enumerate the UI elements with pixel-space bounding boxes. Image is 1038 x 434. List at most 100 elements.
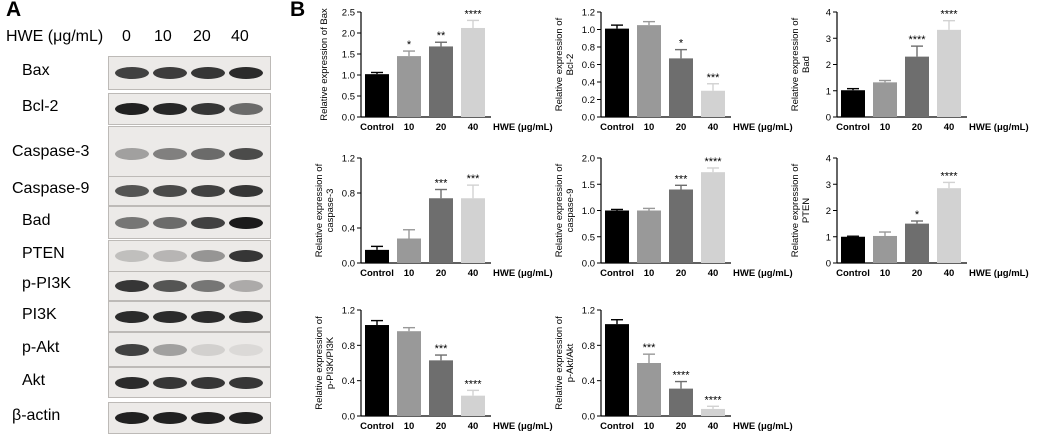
category-label: Control xyxy=(836,122,870,133)
blot-band xyxy=(191,280,225,292)
category-label: 40 xyxy=(708,268,719,279)
panel-b-label: B xyxy=(290,0,306,21)
y-axis-label: Relative expression of xyxy=(314,163,325,257)
blot-band xyxy=(191,343,225,356)
blot-strip xyxy=(108,56,271,90)
bar xyxy=(429,46,453,117)
blot-band xyxy=(229,412,263,424)
significance-marker: **** xyxy=(940,9,958,21)
category-label: 20 xyxy=(436,421,447,432)
blot-band xyxy=(115,185,149,197)
blot-row-label: p-Akt xyxy=(22,338,60,356)
bar xyxy=(701,90,725,117)
blot-row-label: Caspase-3 xyxy=(12,142,90,160)
bar xyxy=(605,324,629,416)
y-axis-label: p-Akt/Akt xyxy=(565,343,576,382)
category-label: 40 xyxy=(944,122,955,133)
category-label: Control xyxy=(360,268,394,279)
significance-marker: *** xyxy=(675,173,689,185)
blot-row-label: Bax xyxy=(22,62,50,79)
blot-strip xyxy=(108,93,271,125)
y-axis-label: Relative expression of Bax xyxy=(319,8,330,121)
blot-band xyxy=(191,216,225,229)
hwe-header-label: HWE (μg/mL) xyxy=(6,28,104,45)
blot-band xyxy=(229,280,263,292)
bar xyxy=(669,58,693,117)
blot-band xyxy=(115,67,149,79)
category-label: 10 xyxy=(404,421,415,432)
blot-band xyxy=(115,412,149,424)
blot-row-label: β-actin xyxy=(12,407,61,424)
blot-strip xyxy=(108,332,271,367)
category-label: Control xyxy=(600,268,634,279)
blot-strip xyxy=(108,367,271,398)
y-axis-label: Relative expression of xyxy=(554,163,565,257)
category-label: 20 xyxy=(676,268,687,279)
bar xyxy=(905,223,929,263)
x-unit-label: HWE (μg/mL) xyxy=(493,268,553,279)
x-unit-label: HWE (μg/mL) xyxy=(733,268,793,279)
blot-row-label: Bcl-2 xyxy=(22,98,59,115)
category-label: 20 xyxy=(912,122,923,133)
y-tick-label: 1.2 xyxy=(342,306,355,317)
bar xyxy=(429,360,453,416)
category-label: 10 xyxy=(644,268,655,279)
blot-band xyxy=(115,310,149,323)
blot-band xyxy=(229,376,263,389)
blot-row-label: Akt xyxy=(22,371,46,389)
x-unit-label: HWE (μg/mL) xyxy=(493,421,553,432)
y-tick-label: 4 xyxy=(826,154,831,165)
blot-strip xyxy=(108,176,271,206)
significance-marker: **** xyxy=(464,8,482,20)
y-axis-label: Relative expression of xyxy=(554,316,565,410)
bar xyxy=(397,238,421,263)
category-label: 20 xyxy=(436,122,447,133)
y-tick-label: 1.5 xyxy=(342,50,355,61)
bar xyxy=(905,56,929,117)
lane-label: 10 xyxy=(154,28,172,45)
y-tick-label: 0.0 xyxy=(342,259,355,270)
significance-marker: **** xyxy=(908,34,926,46)
bar xyxy=(365,74,389,117)
x-unit-label: HWE (μg/mL) xyxy=(733,122,793,133)
significance-marker: ** xyxy=(437,30,446,42)
y-axis-label: Relative expression of xyxy=(790,17,801,111)
blot-band xyxy=(153,250,187,262)
blot-band xyxy=(153,376,187,389)
significance-marker: * xyxy=(679,38,684,50)
y-tick-label: 1.0 xyxy=(582,206,595,217)
blot-band xyxy=(229,67,263,79)
y-axis-label: caspase-9 xyxy=(565,189,576,233)
bar xyxy=(937,188,961,263)
significance-marker: **** xyxy=(464,378,482,390)
y-tick-label: 1.5 xyxy=(582,180,595,191)
blot-row-label: p-PI3K xyxy=(22,275,71,292)
blot-band xyxy=(153,412,187,424)
panel-a-label: A xyxy=(6,0,22,21)
significance-marker: * xyxy=(407,39,412,51)
lane-label: 0 xyxy=(122,28,131,45)
blot-band xyxy=(229,343,263,356)
lane-label: 20 xyxy=(193,28,211,45)
bar xyxy=(365,325,389,416)
bar xyxy=(461,395,485,416)
y-tick-label: 0.8 xyxy=(342,341,355,352)
bar xyxy=(461,198,485,263)
significance-marker: **** xyxy=(672,370,690,382)
y-tick-label: 0 xyxy=(826,259,831,270)
category-label: 40 xyxy=(944,268,955,279)
category-label: Control xyxy=(600,122,634,133)
category-label: 40 xyxy=(468,122,479,133)
category-label: Control xyxy=(360,421,394,432)
blot-band xyxy=(153,280,187,292)
blot-band xyxy=(191,103,225,115)
bar xyxy=(637,25,661,117)
bar xyxy=(669,189,693,263)
bar xyxy=(397,331,421,416)
bar xyxy=(605,210,629,263)
y-tick-label: 1.0 xyxy=(582,25,595,36)
blot-band xyxy=(115,343,149,356)
blot-band xyxy=(191,412,225,424)
y-tick-label: 4 xyxy=(826,8,831,19)
